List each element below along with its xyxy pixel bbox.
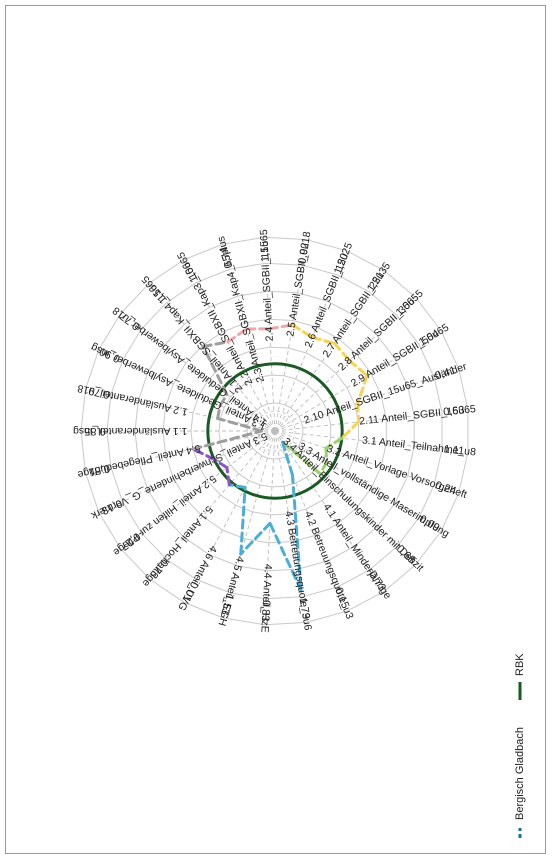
category-label: 4.5 Anteil_EGH (215, 555, 246, 627)
category-label: 3.1 Anteil_Teilnahme_u8 (361, 434, 476, 458)
grid-spoke (122, 360, 276, 432)
value-label: 0,74 (218, 246, 235, 270)
grid-ring (134, 290, 415, 572)
grid-spoke (274, 430, 303, 597)
category-label: 2.4 Anteil_SGBII_15u65 (258, 229, 276, 342)
category-label: 2.11 Anteil_SGBII_15u65 (359, 403, 477, 428)
series-segment (356, 374, 369, 405)
value-label: 0,83 (259, 600, 272, 622)
value-label: 1,11 (443, 443, 465, 457)
series-segment (268, 521, 303, 592)
series-segment (227, 483, 247, 489)
series-segment (347, 359, 369, 378)
series-segment (290, 323, 314, 339)
series-segment (216, 416, 264, 433)
grid-spoke (274, 315, 398, 432)
grid-spoke (274, 430, 370, 571)
value-label: 0,51 (87, 462, 110, 478)
grid-ring (218, 374, 332, 488)
category-label: 4.6 Anteil_UVG (175, 543, 219, 612)
grid (80, 236, 469, 626)
series-segment (201, 340, 230, 348)
value-label: 0,63 (443, 404, 466, 418)
center-circle (254, 410, 296, 452)
grid-spoke (274, 265, 303, 432)
category-label: 1.1 Ausländeranteil_insg (73, 425, 188, 437)
grid-spoke (265, 430, 276, 599)
series-segment (216, 404, 222, 420)
series-segment (239, 521, 272, 556)
category-label: 4.4 Anteil_HzE (258, 564, 274, 633)
grid-ring (106, 262, 443, 600)
legend: Bergisch Gladbach RBK (514, 653, 526, 838)
grid-ring (190, 346, 359, 516)
grid-spoke (229, 430, 276, 594)
series-segment (268, 323, 294, 331)
grid-spoke (110, 394, 276, 432)
grid-spoke (274, 291, 370, 432)
series-segment (281, 440, 294, 477)
series-segment (340, 420, 360, 440)
value-label: 0,79 (87, 384, 110, 400)
grid-ring (162, 318, 387, 544)
series-segment (201, 345, 229, 396)
grid-spoke (274, 430, 338, 588)
series-segment (226, 327, 249, 344)
series-segment (212, 457, 229, 470)
series-segment (191, 429, 264, 451)
series-segment (239, 485, 247, 556)
grid-spoke (122, 430, 276, 502)
grid-spoke (274, 430, 398, 547)
grid-spoke (274, 430, 420, 518)
grid-spoke (274, 274, 338, 432)
category-label: 2.5 Anteil_SGBII_0u18 (284, 231, 313, 338)
grid-spoke (274, 344, 420, 432)
value-label: 1,15 (259, 240, 272, 262)
series-segment (310, 335, 336, 345)
series-segment (324, 436, 344, 450)
series-segment (290, 473, 303, 592)
grid-spoke (265, 263, 276, 432)
series-segment (281, 440, 322, 476)
series-segment (191, 447, 216, 461)
grid-spoke (229, 268, 276, 432)
reference-ring-rbk (206, 362, 344, 500)
series-segment (225, 466, 231, 487)
legend-label: Bergisch Gladbach (514, 727, 526, 820)
value-label: 1,53 (218, 593, 235, 617)
legend-label: RBK (514, 653, 526, 676)
series-segment (218, 392, 229, 408)
series-bergisch-gladbach (191, 323, 369, 592)
value-label: 0,92 (296, 242, 311, 265)
series-segment (356, 401, 360, 424)
outer-value-ring (80, 236, 469, 626)
value-label: 1,79 (297, 597, 312, 620)
grid-ring (246, 402, 304, 460)
value-label: 0,85 (84, 425, 105, 437)
series-segment (324, 446, 329, 464)
series-segment (318, 460, 329, 476)
series-segment (332, 341, 351, 362)
